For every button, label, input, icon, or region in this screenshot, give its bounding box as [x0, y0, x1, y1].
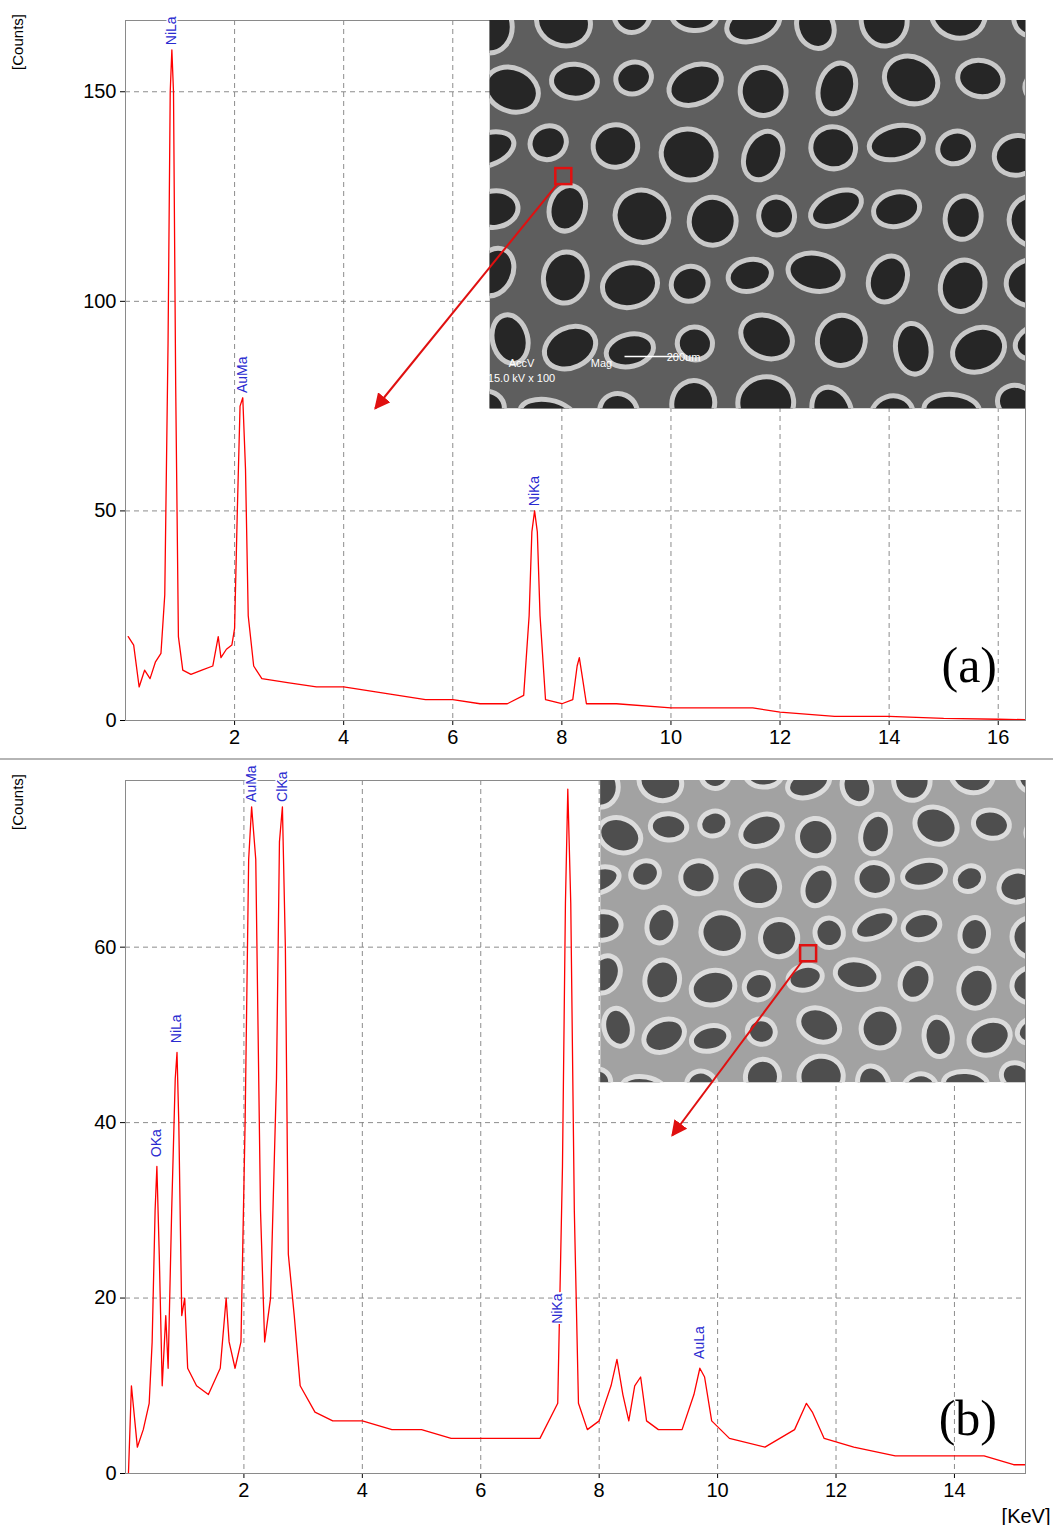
- svg-text:[Counts]: [Counts]: [9, 774, 26, 830]
- svg-text:20: 20: [94, 1286, 116, 1308]
- svg-text:14: 14: [878, 726, 900, 748]
- svg-text:50: 50: [94, 499, 116, 521]
- svg-text:AuMa: AuMa: [243, 765, 259, 802]
- svg-text:8: 8: [556, 726, 567, 748]
- svg-text:10: 10: [706, 1479, 728, 1501]
- svg-text:AuLa: AuLa: [691, 1326, 707, 1359]
- svg-text:4: 4: [338, 726, 349, 748]
- svg-text:NiKa: NiKa: [549, 1293, 565, 1324]
- svg-text:(b): (b): [939, 1390, 997, 1446]
- svg-text:200um: 200um: [666, 350, 701, 363]
- svg-text:AuMa: AuMa: [234, 356, 250, 393]
- svg-text:16: 16: [987, 726, 1009, 748]
- svg-text:4: 4: [357, 1479, 368, 1501]
- svg-text:40: 40: [94, 1111, 116, 1133]
- svg-text:0: 0: [105, 709, 116, 731]
- svg-text:150: 150: [83, 80, 116, 102]
- svg-text:60: 60: [94, 936, 116, 958]
- svg-text:14: 14: [943, 1479, 965, 1501]
- svg-text:0: 0: [105, 1462, 116, 1484]
- svg-text:12: 12: [825, 1479, 847, 1501]
- svg-text:NiLa: NiLa: [168, 1014, 184, 1043]
- svg-text:[Counts]: [Counts]: [9, 14, 26, 70]
- svg-text:12: 12: [769, 726, 791, 748]
- svg-text:(a): (a): [942, 637, 998, 693]
- svg-text:6: 6: [475, 1479, 486, 1501]
- svg-text:6: 6: [447, 726, 458, 748]
- svg-text:Mag: Mag: [591, 357, 612, 369]
- svg-text:2: 2: [238, 1479, 249, 1501]
- svg-text:100: 100: [83, 290, 116, 312]
- svg-text:10: 10: [660, 726, 682, 748]
- svg-text:8: 8: [594, 1479, 605, 1501]
- svg-text:NiLa: NiLa: [163, 16, 179, 45]
- svg-text:[KeV]: [KeV]: [1002, 1505, 1051, 1526]
- svg-text:2: 2: [229, 726, 240, 748]
- svg-text:NiKa: NiKa: [526, 476, 542, 507]
- svg-text:ClKa: ClKa: [274, 771, 290, 802]
- svg-text:15.0 kV x 100: 15.0 kV x 100: [488, 372, 555, 384]
- svg-text:AccV: AccV: [509, 357, 535, 369]
- svg-text:OKa: OKa: [148, 1129, 164, 1157]
